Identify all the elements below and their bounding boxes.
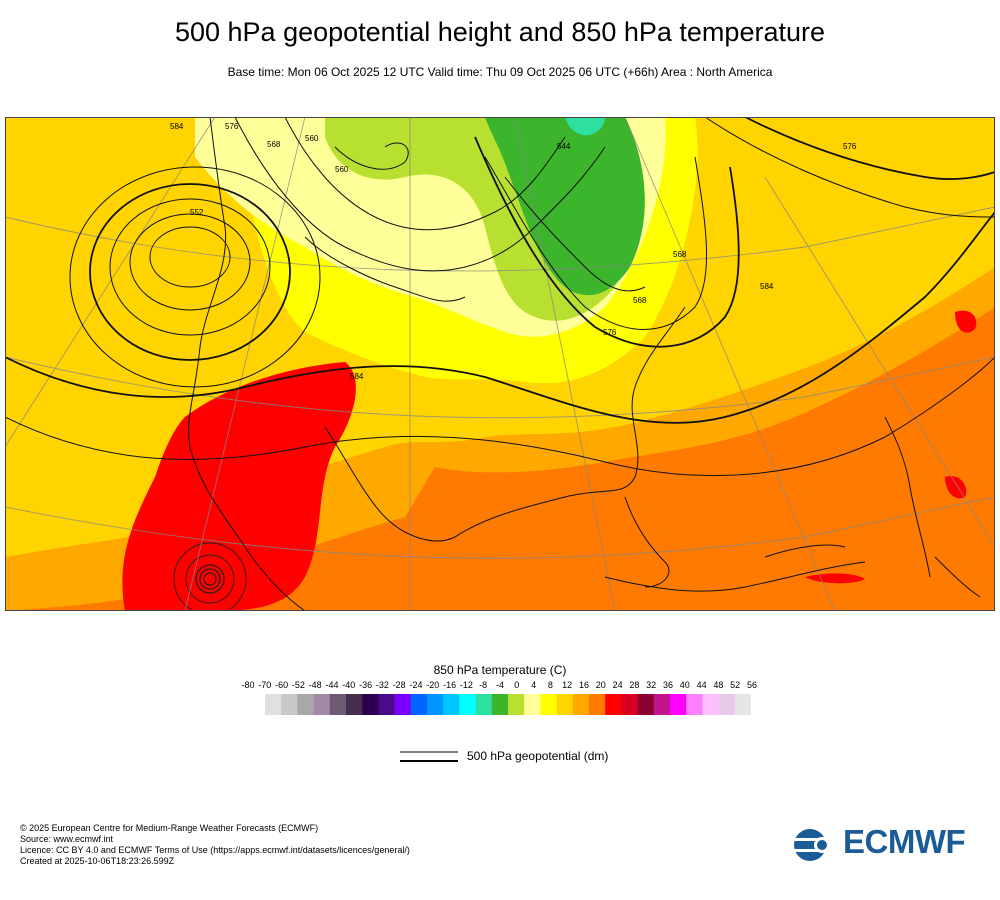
- colorbar-swatch: [362, 694, 379, 715]
- colorbar-swatch: [621, 694, 638, 715]
- weather-map: 584 576 568 560 552 560 544 568 576 584 …: [5, 117, 995, 611]
- colorbar-swatch: [540, 694, 557, 715]
- colorbar-tick-label: -4: [495, 680, 505, 690]
- colorbar-swatch: [475, 694, 493, 715]
- colorbar-tick-label: 20: [595, 680, 606, 690]
- colorbar-tick-label: -44: [325, 680, 339, 690]
- contour-label: 584: [350, 372, 364, 381]
- temperature-field-24: [122, 362, 356, 611]
- colorbar-tick-label: 4: [531, 680, 537, 690]
- chart-title: 500 hPa geopotential height and 850 hPa …: [174, 17, 825, 47]
- colorbar-tick-label: -52: [291, 680, 305, 690]
- colorbar-swatch: [589, 694, 606, 715]
- source-text: Source: www.ecmwf.int: [20, 834, 114, 844]
- colorbar-swatch: [265, 694, 282, 715]
- contour-label: 552: [190, 208, 204, 217]
- colorbar-tick-label: -20: [426, 680, 440, 690]
- colorbar-tick-label: 24: [612, 680, 623, 690]
- copyright-text: © 2025 European Centre for Medium-Range …: [20, 823, 319, 833]
- colorbar-swatch: [702, 694, 719, 715]
- colorbar-swatch: [329, 694, 347, 715]
- colorbar-tick-label: -24: [409, 680, 423, 690]
- colorbar-swatch: [346, 694, 363, 715]
- map-frame: [5, 117, 995, 611]
- colorbar-swatch: [524, 694, 541, 715]
- colorbar-swatch: [297, 694, 314, 715]
- colorbar-swatch: [670, 694, 687, 715]
- colorbar-tick-label: -70: [258, 680, 272, 690]
- colorbar-swatch: [637, 694, 655, 715]
- colorbar-tick-label: -8: [479, 680, 488, 690]
- geopotential-legend-label: 500 hPa geopotential (dm): [467, 749, 609, 763]
- contour-label: 576: [843, 142, 857, 151]
- colorbar-tick-label: -16: [443, 680, 457, 690]
- colorbar-swatch: [394, 694, 412, 715]
- contour-label: 568: [267, 140, 281, 149]
- ecmwf-logo-text: ECMWF: [843, 823, 966, 860]
- contour-label: 576: [603, 328, 617, 337]
- colorbar-tick-label: -36: [359, 680, 373, 690]
- colorbar-swatch: [718, 694, 736, 715]
- geopotential-legend-lines: [400, 751, 458, 762]
- colorbar-labels: -80 -70 -60 -52 -48 -44 -40 -36 -32 -28 -24 -20 -16-…: [0, 680, 1000, 692]
- ecmwf-logo: ECMWF: [793, 823, 983, 864]
- chart-subtitle: Base time: Mon 06 Oct 2025 12 UTC Valid …: [227, 65, 773, 79]
- colorbar-tick-label: 8: [547, 680, 553, 690]
- colorbar-swatch: [734, 694, 751, 715]
- contour-label: 560: [335, 165, 349, 174]
- contour-label: 568: [673, 250, 687, 259]
- tropical-cyclone: [173, 542, 247, 611]
- colorbar-tick-label: 48: [713, 680, 724, 690]
- colorbar-tick-label: 12: [562, 680, 573, 690]
- colorbar-swatch: [459, 694, 476, 715]
- contour-label: 568: [633, 296, 647, 305]
- colorbar-tick-label: -60: [275, 680, 289, 690]
- contour-label: 560: [305, 134, 319, 143]
- colorbar-tick-label: 40: [679, 680, 690, 690]
- ecmwf-logo-icon: [793, 829, 839, 861]
- colorbar-swatch: [427, 694, 444, 715]
- colorbar-title: 850 hPa temperature (C): [433, 663, 567, 677]
- colorbar-tick-label: 32: [646, 680, 657, 690]
- colorbar-tick-label: 16: [578, 680, 590, 690]
- colorbar-tick-label: -32: [375, 680, 389, 690]
- colorbar-tick-label: 44: [696, 680, 707, 690]
- colorbar: [265, 694, 751, 715]
- colorbar-tick-label: 52: [730, 680, 741, 690]
- colorbar-swatch: [572, 694, 590, 715]
- colorbar-swatch: [410, 694, 428, 715]
- geopotential-contours: [5, 117, 995, 477]
- colorbar-tick-label: 28: [629, 680, 640, 690]
- colorbar-swatch: [281, 694, 298, 715]
- contour-label: 576: [225, 122, 239, 131]
- colorbar-swatch: [653, 694, 671, 715]
- colorbar-swatch: [378, 694, 395, 715]
- colorbar-tick-label: -80: [241, 680, 255, 690]
- contour-label: 584: [760, 282, 774, 291]
- colorbar-swatch: [605, 694, 622, 715]
- colorbar-swatch: [443, 694, 460, 715]
- colorbar-tick-label: 56: [746, 680, 758, 690]
- licence-text: Licence: CC BY 4.0 and ECMWF Terms of Us…: [20, 845, 410, 855]
- colorbar-swatch: [686, 694, 703, 715]
- colorbar-swatch: [491, 694, 509, 715]
- colorbar-tick-label: -40: [342, 680, 356, 690]
- temperature-field-minus8: [565, 117, 605, 136]
- contour-label: 584: [170, 122, 184, 131]
- temperature-field-minus4: [485, 117, 645, 296]
- created-text: Created at 2025-10-06T18:23:26.599Z: [20, 856, 175, 866]
- colorbar-swatch: [313, 694, 331, 715]
- colorbar-tick-label: -28: [392, 680, 406, 690]
- footer-credits: © 2025 European Centre for Medium-Range …: [20, 823, 410, 867]
- colorbar-swatch: [508, 694, 525, 715]
- graticule: [5, 117, 995, 611]
- colorbar-swatch: [556, 694, 574, 715]
- contour-label: 544: [557, 142, 571, 151]
- colorbar-tick-label: 36: [662, 680, 674, 690]
- colorbar-tick-label: -48: [308, 680, 322, 690]
- colorbar-tick-label: 0: [514, 680, 520, 690]
- colorbar-tick-label: -12: [459, 680, 473, 690]
